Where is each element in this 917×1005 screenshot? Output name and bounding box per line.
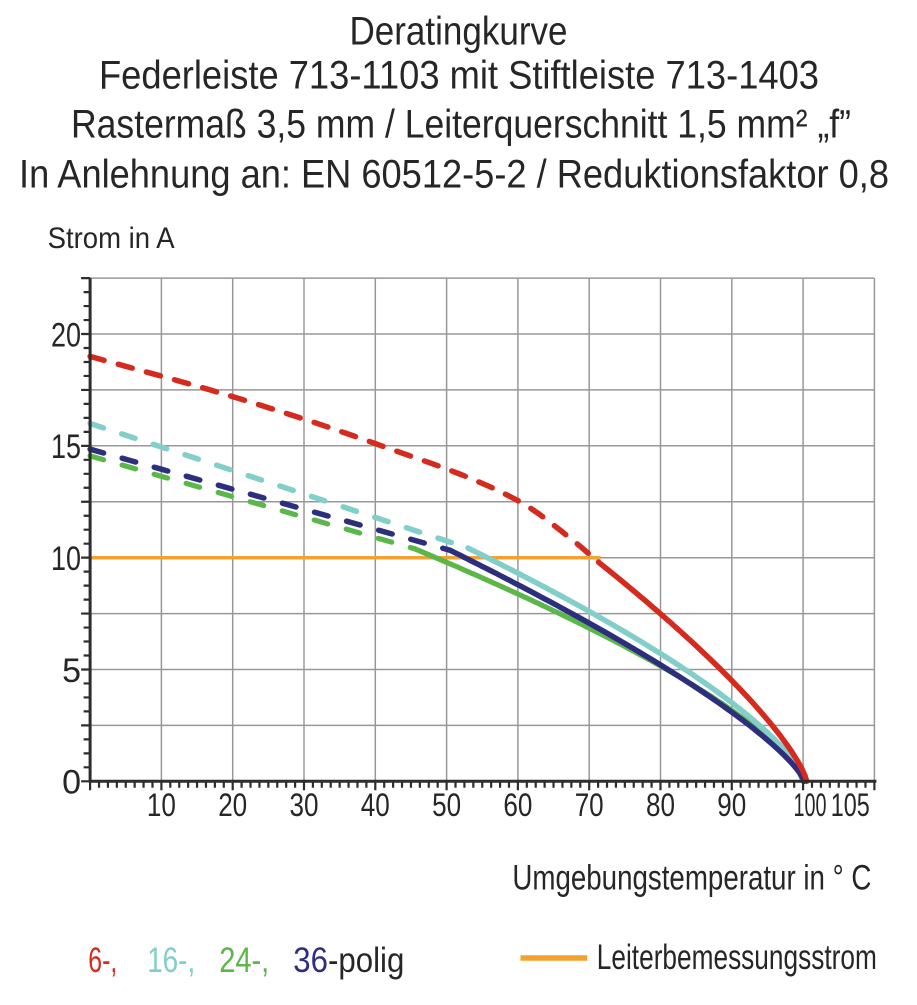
svg-text:5: 5 — [62, 652, 81, 690]
svg-text:24-,: 24-, — [219, 941, 269, 980]
svg-text:80: 80 — [646, 787, 675, 823]
svg-text:30: 30 — [290, 787, 319, 823]
svg-text:6-,: 6-, — [88, 941, 117, 980]
svg-text:70: 70 — [575, 787, 604, 823]
svg-text:36-polig: 36-polig — [293, 941, 404, 980]
svg-text:20: 20 — [51, 316, 81, 354]
svg-text:15: 15 — [51, 428, 81, 466]
svg-text:20: 20 — [218, 787, 247, 823]
svg-text:100: 100 — [794, 787, 827, 823]
svg-text:Umgebungstemperatur in ° C: Umgebungstemperatur in ° C — [512, 858, 871, 897]
svg-text:Leiterbemessungsstrom: Leiterbemessungsstrom — [597, 938, 877, 977]
svg-text:Deratingkurve: Deratingkurve — [350, 10, 568, 54]
svg-text:60: 60 — [503, 787, 532, 823]
svg-text:16-,: 16-, — [147, 941, 195, 980]
svg-text:50: 50 — [432, 787, 461, 823]
svg-text:10: 10 — [147, 787, 176, 823]
svg-text:10: 10 — [51, 540, 81, 578]
svg-text:In Anlehnung an: EN 60512-5-2: In Anlehnung an: EN 60512-5-2 / Reduktio… — [19, 153, 889, 197]
svg-text:Federleiste 713-1103 mit Stift: Federleiste 713-1103 mit Stiftleiste 713… — [99, 54, 819, 98]
svg-text:Strom in A: Strom in A — [48, 222, 175, 255]
svg-text:Rastermaß 3,5 mm / Leiterquers: Rastermaß 3,5 mm / Leiterquerschnitt 1,5… — [71, 103, 851, 147]
svg-text:40: 40 — [361, 787, 390, 823]
svg-text:0: 0 — [62, 764, 81, 802]
svg-text:90: 90 — [717, 787, 746, 823]
svg-text:105: 105 — [831, 787, 870, 823]
